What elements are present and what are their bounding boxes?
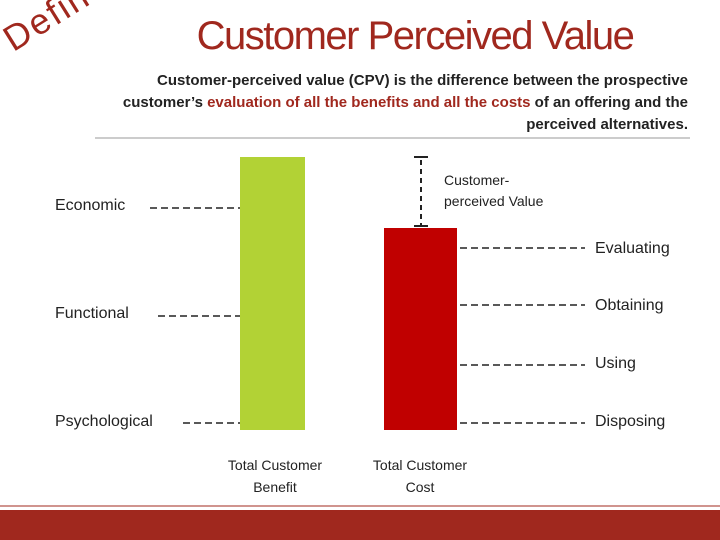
cost-item: Using	[595, 355, 636, 372]
footer-band	[0, 510, 720, 540]
benefit-item: Functional	[55, 305, 129, 322]
cost-item: Obtaining	[595, 297, 664, 314]
description-highlight: evaluation of all the benefits and all t…	[207, 94, 531, 111]
cost-item: Disposing	[595, 413, 666, 430]
description: Customer-perceived value (CPV) is the di…	[95, 70, 688, 136]
benefit-item: Economic	[55, 197, 126, 214]
cost-item: Evaluating	[595, 240, 670, 257]
gap-label: Customer-perceived Value	[444, 172, 544, 209]
benefit-label: Total Customer Benefit	[227, 457, 323, 495]
title: Customer Perceived Value	[196, 14, 635, 58]
cost-bar	[384, 228, 457, 430]
cost-label: Total Customer Cost	[372, 457, 468, 495]
gap-bracket-caps	[414, 156, 428, 227]
benefit-item: Psychological	[55, 413, 153, 430]
description-text: Customer-perceived value (CPV) is the di…	[122, 72, 688, 111]
connectors	[150, 160, 585, 424]
benefit-bar	[240, 157, 305, 430]
description-text: of an offering and the perceived alterna…	[526, 94, 688, 133]
